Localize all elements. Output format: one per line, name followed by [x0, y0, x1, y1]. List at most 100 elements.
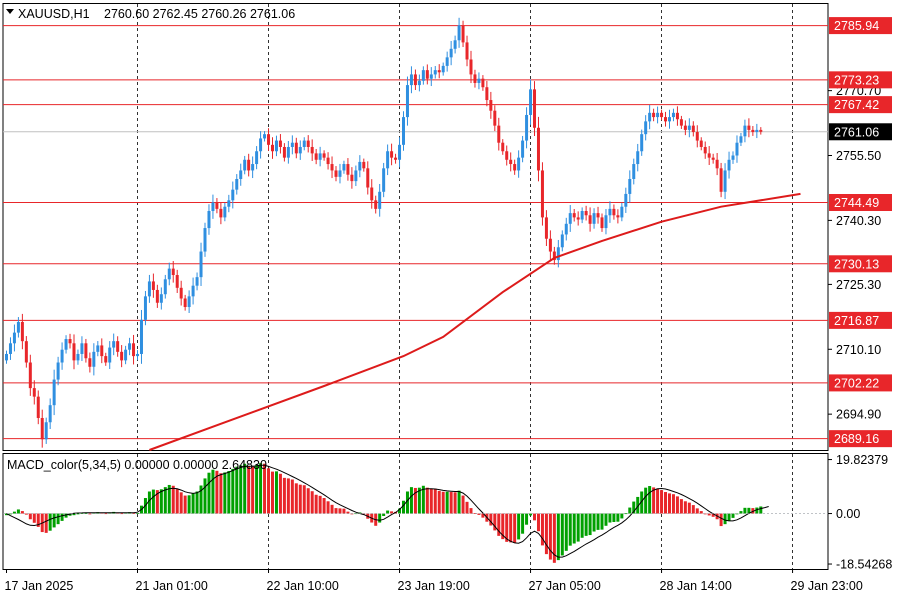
macd-bar — [378, 513, 382, 523]
dropdown-triangle-icon[interactable] — [6, 9, 14, 14]
candle-body — [747, 125, 751, 130]
level-label: 2767.42 — [834, 98, 879, 112]
macd-bar — [648, 486, 652, 514]
svg-text:2761.06: 2761.06 — [834, 125, 879, 139]
candle-body — [342, 164, 346, 171]
level-label: 2773.23 — [834, 73, 879, 87]
candle-body — [604, 215, 608, 229]
macd-bar — [588, 513, 592, 536]
candle-body — [493, 110, 497, 126]
macd-bar — [667, 493, 671, 514]
level-label: 2730.13 — [834, 257, 879, 271]
macd-bar — [136, 512, 140, 514]
macd-bar — [330, 504, 334, 514]
macd-bar — [628, 507, 632, 514]
macd-bar — [88, 513, 92, 515]
candle-body — [580, 210, 584, 220]
level-label-box — [829, 71, 892, 89]
macd-bar — [755, 507, 759, 514]
candle-body — [409, 74, 413, 86]
macd-bar — [274, 471, 278, 514]
macd-bar — [255, 465, 259, 514]
macd-bar — [596, 513, 600, 530]
candle-body — [251, 164, 255, 171]
macd-bar — [580, 513, 584, 538]
macd-bar — [624, 513, 628, 515]
candle-body — [298, 146, 302, 154]
candle-body — [648, 112, 652, 122]
candle-body — [68, 339, 72, 344]
macd-bar — [259, 463, 263, 514]
candle-body — [24, 341, 28, 363]
candle-body — [227, 200, 231, 207]
candle-body — [104, 356, 108, 363]
macd-bar — [556, 513, 560, 561]
macd-bar — [247, 466, 251, 514]
candle-body — [421, 70, 425, 81]
macd-bar — [267, 468, 271, 514]
macd-bar — [703, 513, 707, 515]
moving-average-line — [149, 192, 801, 451]
macd-bar — [552, 513, 556, 563]
macd-bar — [36, 513, 40, 527]
macd-bar — [132, 512, 136, 514]
macd-bar — [326, 501, 330, 514]
level-label: 2785.94 — [834, 19, 879, 33]
level-label: 2716.87 — [834, 314, 879, 328]
macd-bar — [751, 508, 755, 514]
candle-body — [529, 89, 533, 115]
candle-body — [239, 170, 243, 179]
candle-body — [163, 279, 167, 295]
candle-body — [278, 140, 282, 147]
macd-bar — [203, 478, 207, 514]
macd-bar — [481, 513, 485, 518]
candle-body — [40, 417, 44, 440]
macd-bar — [104, 513, 108, 515]
macd-bar — [163, 487, 167, 514]
candle-body — [461, 25, 465, 43]
candle-body — [235, 178, 239, 190]
macd-bar — [76, 513, 80, 515]
candle-body — [624, 193, 628, 207]
macd-bar — [656, 488, 660, 514]
candle-body — [731, 155, 735, 160]
macd-bar — [572, 513, 576, 544]
candle-body — [211, 202, 215, 211]
macd-histogram — [5, 463, 763, 563]
macd-bar — [747, 507, 751, 514]
candle-body — [187, 296, 191, 308]
macd-bar — [405, 491, 409, 514]
candle-body — [274, 140, 278, 152]
candle-body — [751, 129, 755, 133]
candle-body — [540, 170, 544, 218]
macd-bar — [334, 508, 338, 514]
level-label-box — [829, 96, 892, 114]
macd-bar — [664, 492, 668, 514]
candle-body — [179, 287, 183, 299]
macd-bar — [719, 513, 723, 527]
candle-body — [564, 223, 568, 235]
candle-body — [207, 210, 211, 229]
macd-bar — [517, 513, 521, 540]
macd-bar — [699, 511, 703, 514]
candle-body — [259, 138, 263, 152]
candle-body — [584, 210, 588, 216]
candle-body — [20, 321, 24, 342]
candle-body — [501, 142, 505, 152]
candle-body — [223, 206, 227, 218]
level-label-box — [829, 194, 892, 212]
macd-bar — [8, 513, 12, 515]
candle-body — [425, 70, 429, 79]
macd-bar — [505, 513, 509, 542]
macd-bar — [739, 511, 743, 514]
macd-bar — [437, 490, 441, 514]
candle-body — [743, 125, 747, 137]
candle-body — [147, 281, 151, 297]
candle-body — [485, 87, 489, 101]
macd-bar — [350, 513, 354, 515]
candle-body — [398, 144, 402, 160]
candle-body — [445, 57, 449, 66]
candle-body — [270, 144, 274, 152]
candle-body — [378, 191, 382, 209]
